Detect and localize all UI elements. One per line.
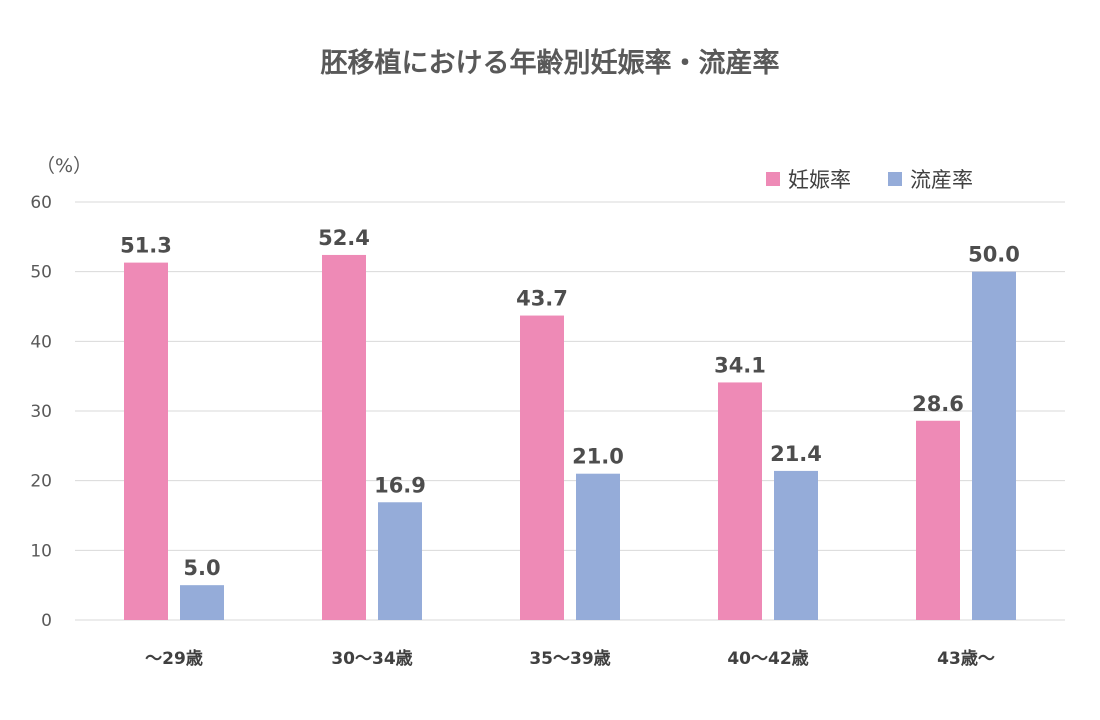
legend-swatch-pregnancy — [766, 172, 780, 186]
x-tick-label: 30～34歳 — [331, 648, 412, 669]
x-tick-label: ～29歳 — [145, 648, 203, 669]
x-tick-label: 43歳～ — [937, 648, 995, 669]
data-label: 34.1 — [714, 353, 766, 377]
data-label: 5.0 — [183, 556, 220, 580]
data-label: 50.0 — [968, 243, 1020, 267]
y-tick-label: 60 — [30, 193, 52, 213]
data-label: 21.4 — [770, 442, 822, 466]
bar-pregnancy-3 — [718, 382, 762, 620]
bar-pregnancy-4 — [916, 420, 960, 620]
bar-pregnancy-2 — [520, 315, 564, 620]
bar-pregnancy-0 — [124, 262, 168, 620]
bar-miscarriage-0 — [180, 585, 224, 620]
data-label: 28.6 — [912, 392, 964, 416]
x-tick-label: 35～39歳 — [529, 648, 610, 669]
x-axis-ticks: ～29歳 30～34歳 35～39歳 40～42歳 43歳～ — [145, 648, 995, 669]
bar-miscarriage-1 — [378, 502, 422, 620]
y-tick-label: 50 — [30, 263, 52, 283]
data-label: 43.7 — [516, 287, 568, 311]
data-label: 21.0 — [572, 445, 624, 469]
y-axis-unit-label: （%） — [36, 155, 92, 177]
bars — [124, 254, 1016, 621]
bar-miscarriage-3 — [774, 470, 818, 620]
legend-swatch-miscarriage — [888, 172, 902, 186]
data-label: 16.9 — [374, 473, 426, 497]
legend-label-miscarriage: 流産率 — [910, 168, 973, 192]
gridlines: 0 10 20 30 40 50 60 — [30, 193, 1065, 631]
bar-pregnancy-1 — [322, 254, 366, 621]
legend-label-pregnancy: 妊娠率 — [788, 168, 851, 192]
bar-miscarriage-4 — [972, 271, 1016, 620]
x-tick-label: 40～42歳 — [727, 648, 808, 669]
legend: 妊娠率 流産率 — [766, 168, 973, 192]
y-tick-label: 20 — [30, 472, 52, 492]
data-label: 52.4 — [318, 226, 370, 250]
chart-title: 胚移植における年齢別妊娠率・流産率 — [321, 47, 780, 79]
data-label: 51.3 — [120, 234, 172, 258]
y-tick-label: 0 — [41, 611, 52, 631]
y-tick-label: 30 — [30, 402, 52, 422]
bar-miscarriage-2 — [576, 473, 620, 620]
data-labels: 51.3 5.0 52.4 16.9 43.7 21.0 34.1 21.4 28.6 50.0 — [120, 226, 1020, 580]
y-tick-label: 10 — [30, 541, 52, 561]
y-tick-label: 40 — [30, 332, 52, 352]
